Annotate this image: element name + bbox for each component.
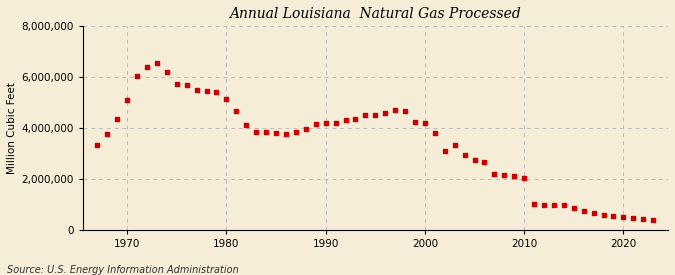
Point: [469, 158, 480, 162]
Point: [410, 119, 421, 124]
Point: [429, 131, 440, 135]
Point: [122, 98, 132, 102]
Point: [499, 173, 510, 177]
Point: [161, 70, 172, 74]
Point: [290, 130, 301, 134]
Point: [271, 131, 281, 135]
Point: [191, 88, 202, 92]
Point: [261, 130, 271, 134]
Point: [182, 82, 192, 87]
Point: [320, 121, 331, 125]
Point: [459, 153, 470, 157]
Point: [479, 160, 490, 164]
Point: [171, 81, 182, 86]
Point: [241, 123, 252, 128]
Point: [132, 74, 142, 78]
Point: [300, 127, 311, 131]
Point: [92, 142, 103, 147]
Point: [112, 117, 123, 121]
Point: [628, 216, 639, 221]
Point: [419, 121, 430, 125]
Point: [201, 89, 212, 93]
Point: [618, 215, 629, 219]
Point: [450, 142, 460, 147]
Point: [350, 117, 361, 121]
Point: [509, 174, 520, 178]
Point: [529, 202, 539, 207]
Point: [588, 211, 599, 216]
Point: [558, 203, 569, 208]
Point: [648, 218, 659, 222]
Point: [370, 113, 381, 117]
Point: [598, 213, 609, 217]
Point: [549, 203, 560, 207]
Point: [439, 149, 450, 153]
Point: [102, 132, 113, 137]
Point: [380, 111, 391, 115]
Point: [142, 65, 153, 69]
Point: [389, 108, 400, 112]
Point: [330, 121, 341, 125]
Point: [340, 118, 351, 123]
Point: [489, 172, 500, 176]
Point: [568, 206, 579, 210]
Point: [251, 130, 262, 134]
Point: [152, 61, 163, 65]
Point: [360, 113, 371, 117]
Point: [539, 202, 549, 207]
Point: [281, 132, 292, 137]
Point: [608, 214, 619, 218]
Point: [221, 97, 232, 101]
Point: [578, 209, 589, 213]
Text: Source: U.S. Energy Information Administration: Source: U.S. Energy Information Administ…: [7, 265, 238, 275]
Y-axis label: Million Cubic Feet: Million Cubic Feet: [7, 82, 17, 174]
Point: [400, 109, 410, 114]
Point: [310, 122, 321, 127]
Point: [231, 109, 242, 114]
Title: Annual Louisiana  Natural Gas Processed: Annual Louisiana Natural Gas Processed: [230, 7, 521, 21]
Point: [519, 175, 530, 180]
Point: [638, 217, 649, 221]
Point: [211, 90, 222, 95]
